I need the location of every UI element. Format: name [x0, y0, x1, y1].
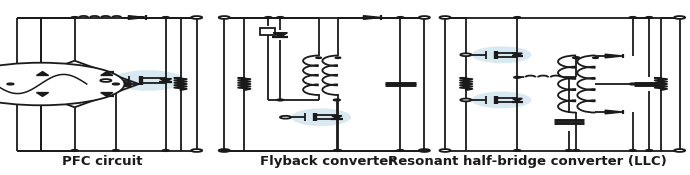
Polygon shape: [128, 16, 146, 19]
Circle shape: [100, 79, 111, 82]
Circle shape: [221, 150, 228, 151]
Circle shape: [71, 150, 78, 151]
Circle shape: [112, 150, 119, 151]
Ellipse shape: [291, 108, 351, 126]
Circle shape: [674, 16, 685, 19]
Polygon shape: [273, 33, 288, 37]
Circle shape: [573, 150, 580, 151]
Circle shape: [277, 99, 284, 101]
Circle shape: [221, 150, 228, 151]
Circle shape: [333, 150, 340, 151]
Circle shape: [219, 149, 230, 152]
Circle shape: [514, 150, 521, 151]
Text: Resonant half-bridge converter (LLC): Resonant half-bridge converter (LLC): [388, 155, 667, 168]
Polygon shape: [512, 98, 522, 101]
Polygon shape: [37, 93, 48, 96]
Circle shape: [442, 17, 448, 18]
Circle shape: [674, 149, 685, 152]
Circle shape: [646, 17, 653, 18]
Circle shape: [112, 83, 119, 85]
Circle shape: [397, 150, 404, 151]
Circle shape: [71, 17, 78, 18]
Circle shape: [419, 149, 430, 152]
Circle shape: [460, 53, 471, 56]
Circle shape: [676, 150, 683, 151]
Circle shape: [7, 83, 14, 85]
Circle shape: [191, 16, 202, 19]
Circle shape: [0, 63, 124, 105]
Circle shape: [137, 17, 144, 18]
Circle shape: [421, 17, 428, 18]
Polygon shape: [512, 53, 522, 56]
Circle shape: [440, 149, 451, 152]
Polygon shape: [101, 93, 113, 96]
Circle shape: [335, 57, 341, 58]
Circle shape: [191, 149, 202, 152]
Circle shape: [421, 150, 428, 151]
Circle shape: [221, 17, 228, 18]
Circle shape: [629, 17, 636, 18]
Circle shape: [280, 116, 291, 119]
Circle shape: [333, 99, 340, 101]
Circle shape: [162, 150, 169, 151]
Circle shape: [442, 150, 448, 151]
Polygon shape: [605, 54, 623, 58]
Polygon shape: [364, 16, 382, 19]
Polygon shape: [160, 79, 172, 82]
Ellipse shape: [112, 70, 185, 91]
Circle shape: [397, 17, 404, 18]
Circle shape: [162, 17, 169, 18]
Polygon shape: [332, 116, 342, 119]
Bar: [260, 28, 275, 35]
Circle shape: [573, 57, 580, 59]
Circle shape: [460, 99, 471, 101]
Circle shape: [629, 150, 636, 151]
Circle shape: [277, 17, 284, 18]
Circle shape: [316, 57, 322, 58]
Text: PFC circuit: PFC circuit: [62, 155, 142, 168]
Circle shape: [593, 57, 598, 58]
Circle shape: [193, 17, 200, 18]
Circle shape: [646, 150, 653, 151]
Ellipse shape: [472, 46, 531, 63]
Circle shape: [514, 17, 521, 18]
Ellipse shape: [472, 92, 531, 108]
Circle shape: [265, 17, 272, 18]
Polygon shape: [37, 72, 48, 75]
Circle shape: [573, 57, 579, 58]
Circle shape: [629, 83, 636, 85]
Circle shape: [193, 150, 200, 151]
Circle shape: [335, 150, 342, 151]
Circle shape: [566, 150, 573, 151]
Polygon shape: [101, 72, 113, 75]
Circle shape: [219, 16, 230, 19]
Circle shape: [514, 76, 521, 78]
Polygon shape: [605, 110, 623, 114]
Circle shape: [440, 16, 451, 19]
Text: Flyback converter: Flyback converter: [260, 155, 395, 168]
Circle shape: [676, 17, 683, 18]
Circle shape: [419, 16, 430, 19]
